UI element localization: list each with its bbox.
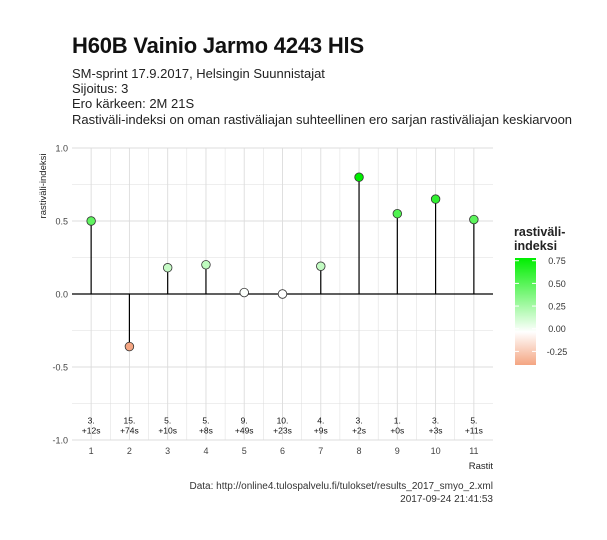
y-tick-label: -1.0: [52, 436, 68, 446]
timestamp-caption: 2017-09-24 21:41:53: [400, 494, 493, 505]
annotation-diff: +2s: [352, 425, 366, 435]
data-point: [316, 261, 326, 271]
legend-title-line2: indeksi: [514, 239, 558, 253]
data-source-caption: Data: http://online4.tulospalvelu.fi/tul…: [189, 481, 493, 492]
annotation-rank: 3.: [355, 415, 362, 425]
y-tick-label: 1.0: [55, 144, 68, 154]
annotation-rank: 5.: [164, 415, 171, 425]
annotation-diff: +12s: [82, 425, 101, 435]
data-point: [392, 208, 403, 219]
annotation-diff: +8s: [199, 425, 213, 435]
y-tick-label: 0.0: [55, 290, 68, 300]
subtitle-gap: Ero kärkeen: 2M 21S: [72, 96, 195, 111]
legend-tick-label: -0.25: [547, 347, 568, 357]
subtitle-event: SM-sprint 17.9.2017, Helsingin Suunnista…: [72, 66, 325, 81]
annotation-rank: 3.: [432, 415, 439, 425]
subtitle-description: Rastiväli-indeksi on oman rastiväliajan …: [72, 112, 573, 127]
data-point: [124, 341, 135, 352]
annotation-diff: +10s: [158, 425, 177, 435]
legend-tick-label: 0.75: [548, 256, 566, 266]
data-point: [86, 216, 96, 226]
x-tick-label: 5: [242, 446, 247, 456]
annotation-diff: +9s: [314, 425, 328, 435]
x-tick-label: 11: [469, 446, 478, 456]
x-tick-label: 1: [89, 446, 94, 456]
data-point: [201, 260, 211, 270]
data-point: [277, 289, 288, 299]
x-tick-label: 2: [127, 446, 132, 456]
annotation-diff: +3s: [429, 425, 443, 435]
data-point: [239, 287, 249, 298]
annotation-diff: +11s: [465, 425, 483, 435]
data-point: [162, 263, 173, 273]
annotation-diff: +0s: [390, 425, 404, 435]
chart-title: H60B Vainio Jarmo 4243 HlS: [72, 33, 364, 58]
legend-tick-label: 0.50: [548, 279, 566, 289]
x-tick-label: 8: [357, 446, 362, 456]
annotation-rank: 15.: [123, 415, 135, 425]
x-tick-label: 3: [165, 446, 170, 456]
x-tick-label: 6: [280, 446, 285, 456]
data-point: [354, 172, 364, 182]
legend-tick-label: 0.25: [548, 302, 566, 312]
legend-title-line1: rastiväli-: [514, 225, 566, 239]
y-axis-title: rastiväli-indeksi: [38, 154, 49, 219]
annotation-rank: 5.: [470, 415, 477, 425]
x-tick-label: 4: [203, 446, 208, 456]
color-legend: rastiväli- indeksi: [514, 225, 565, 253]
legend-tick-label: 0.00: [548, 324, 566, 334]
annotation-rank: 1.: [394, 415, 401, 425]
data-point: [430, 194, 441, 204]
subtitle-placement: Sijoitus: 3: [72, 81, 129, 96]
annotation-diff: +74s: [120, 425, 139, 435]
x-tick-label: 7: [318, 446, 323, 456]
annotation-rank: 5.: [202, 415, 209, 425]
legend-color-bar: [515, 258, 536, 365]
annotation-rank: 9.: [241, 415, 248, 425]
x-tick-label: 10: [431, 446, 441, 456]
x-axis-title: Rastit: [469, 461, 494, 472]
y-tick-label: -0.5: [52, 363, 68, 373]
annotation-diff: +23s: [273, 425, 292, 435]
data-point: [469, 214, 479, 225]
y-tick-label: 0.5: [55, 217, 68, 227]
annotation-rank: 3.: [88, 415, 95, 425]
x-tick-label: 9: [395, 446, 400, 456]
annotation-rank: 10.: [277, 415, 289, 425]
annotation-diff: +49s: [235, 425, 254, 435]
annotation-rank: 4.: [317, 415, 324, 425]
